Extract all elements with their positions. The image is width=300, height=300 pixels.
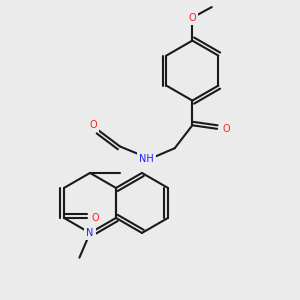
- Text: NH: NH: [139, 154, 154, 164]
- Text: O: O: [222, 124, 230, 134]
- Text: O: O: [92, 213, 100, 223]
- Text: O: O: [188, 13, 196, 22]
- Text: O: O: [90, 120, 97, 130]
- Text: N: N: [86, 228, 94, 238]
